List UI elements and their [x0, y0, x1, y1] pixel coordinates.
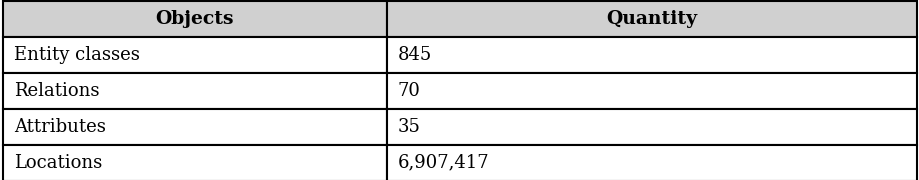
- Bar: [386, 1, 916, 37]
- Text: 6,907,417: 6,907,417: [397, 154, 489, 172]
- Bar: [386, 145, 916, 180]
- Text: 70: 70: [397, 82, 420, 100]
- Bar: [3, 1, 386, 37]
- Bar: [3, 109, 386, 145]
- Bar: [386, 109, 916, 145]
- Text: 845: 845: [397, 46, 432, 64]
- Bar: [3, 145, 386, 180]
- Text: Objects: Objects: [155, 10, 233, 28]
- Text: Attributes: Attributes: [14, 118, 106, 136]
- Bar: [3, 73, 386, 109]
- Text: Entity classes: Entity classes: [14, 46, 140, 64]
- Text: Relations: Relations: [14, 82, 99, 100]
- Text: 35: 35: [397, 118, 420, 136]
- Bar: [3, 37, 386, 73]
- Text: Quantity: Quantity: [606, 10, 697, 28]
- Text: Locations: Locations: [14, 154, 102, 172]
- Bar: [386, 73, 916, 109]
- Bar: [386, 37, 916, 73]
